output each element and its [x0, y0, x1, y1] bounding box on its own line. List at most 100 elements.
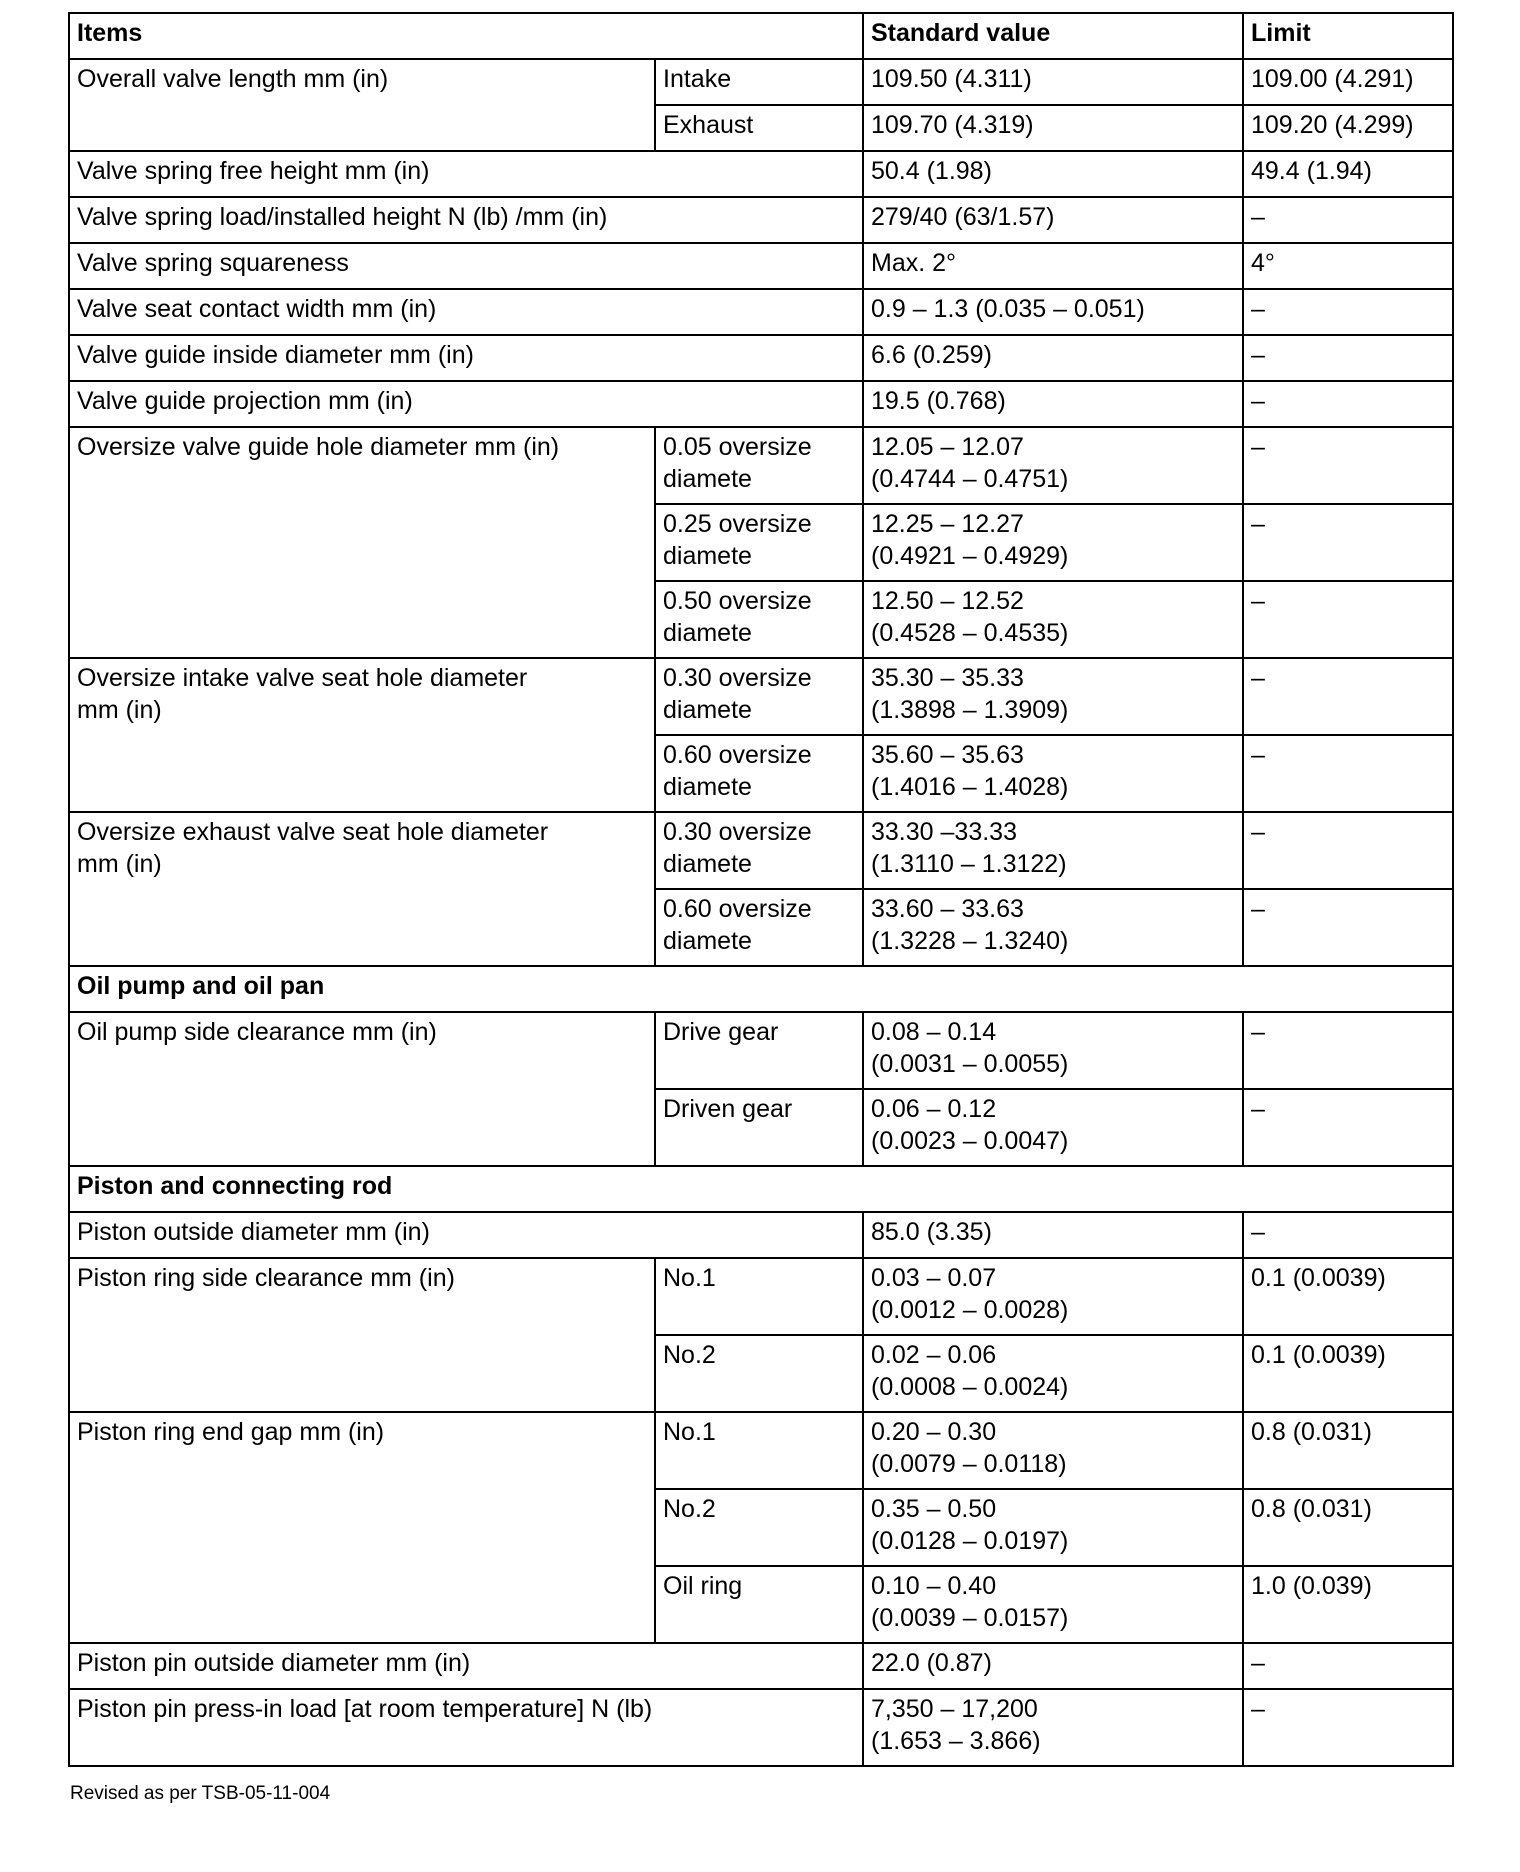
standard-value: 0.08 – 0.14 (0.0031 – 0.0055) [862, 1011, 1244, 1090]
standard-value: 279/40 (63/1.57) [862, 196, 1244, 244]
table-row: Valve seat contact width mm (in) 0.9 – 1.… [68, 288, 1454, 336]
standard-value: 35.30 – 35.33 (1.3898 – 1.3909) [862, 657, 1244, 736]
sub-item: Driven gear [654, 1088, 864, 1167]
limit-value: – [1242, 1211, 1454, 1259]
limit-value: – [1242, 1642, 1454, 1690]
limit-value: 4° [1242, 242, 1454, 290]
standard-value: 0.03 – 0.07 (0.0012 – 0.0028) [862, 1257, 1244, 1336]
header-standard-value: Standard value [862, 12, 1244, 60]
table-row: Oversize exhaust valve seat hole diamete… [68, 811, 1454, 967]
standard-value: 19.5 (0.768) [862, 380, 1244, 428]
standard-value: 12.25 – 12.27 (0.4921 – 0.4929) [862, 503, 1244, 582]
sub-item: No.1 [654, 1411, 864, 1490]
limit-value: – [1242, 888, 1454, 967]
table-row: Exhaust 109.70 (4.319) 109.20 (4.299) [69, 104, 1454, 152]
item-name: Piston ring side clearance mm (in) [68, 1257, 656, 1413]
table-row: No.2 0.35 – 0.50 (0.0128 – 0.0197) 0.8 (0.… [69, 1488, 1454, 1567]
limit-value: 109.20 (4.299) [1242, 104, 1454, 152]
sub-item: No.2 [654, 1488, 864, 1567]
sub-item: 0.50 oversize diamete [654, 580, 864, 659]
standard-value: 0.02 – 0.06 (0.0008 – 0.0024) [862, 1334, 1244, 1413]
standard-value: 0.06 – 0.12 (0.0023 – 0.0047) [862, 1088, 1244, 1167]
item-name: Valve seat contact width mm (in) [68, 288, 864, 336]
limit-value: – [1242, 426, 1454, 505]
table-row: Piston ring side clearance mm (in) No.1 0.… [68, 1257, 1454, 1413]
item-name: Valve guide projection mm (in) [68, 380, 864, 428]
item-name: Valve guide inside diameter mm (in) [68, 334, 864, 382]
table-row: Valve spring load/installed height N (lb… [68, 196, 1454, 244]
table-row: 0.60 oversize diamete 33.60 – 33.63 (1.32… [69, 888, 1454, 967]
table-row: Valve spring free height mm (in) 50.4 (1.… [68, 150, 1454, 198]
limit-value: – [1242, 580, 1454, 659]
table-row: Oil pump side clearance mm (in) Drive gea… [68, 1011, 1454, 1167]
limit-value: 0.1 (0.0039) [1242, 1334, 1454, 1413]
limit-value: – [1242, 1688, 1454, 1767]
item-name: Piston pin press-in load [at room temper… [68, 1688, 864, 1767]
sub-item: No.2 [654, 1334, 864, 1413]
sub-item: Intake [654, 58, 864, 106]
limit-value: 1.0 (0.039) [1242, 1565, 1454, 1644]
table-row: 0.60 oversize diamete 35.60 – 35.63 (1.40… [69, 734, 1454, 813]
limit-value: 0.8 (0.031) [1242, 1411, 1454, 1490]
table-row: Overall valve length mm (in) Intake 109.50… [68, 58, 1454, 152]
limit-value: – [1242, 1088, 1454, 1167]
sub-item: Oil ring [654, 1565, 864, 1644]
standard-value: 109.70 (4.319) [862, 104, 1244, 152]
table-row: No.2 0.02 – 0.06 (0.0008 – 0.0024) 0.1 (0.… [69, 1334, 1454, 1413]
standard-value: 0.9 – 1.3 (0.035 – 0.051) [862, 288, 1244, 336]
standard-value: 6.6 (0.259) [862, 334, 1244, 382]
section-row: Oil pump and oil pan [68, 965, 1454, 1013]
specifications-table: Items Standard value Limit Overall valve… [68, 12, 1454, 1767]
standard-value: 22.0 (0.87) [862, 1642, 1244, 1690]
sub-item: Drive gear [654, 1011, 864, 1090]
standard-value: 35.60 – 35.63 (1.4016 – 1.4028) [862, 734, 1244, 813]
standard-value: 85.0 (3.35) [862, 1211, 1244, 1259]
table-row: Piston pin outside diameter mm (in) 22.0 … [68, 1642, 1454, 1690]
limit-value: – [1242, 288, 1454, 336]
table-row: Driven gear 0.06 – 0.12 (0.0023 – 0.0047)… [69, 1088, 1454, 1167]
standard-value: 0.35 – 0.50 (0.0128 – 0.0197) [862, 1488, 1244, 1567]
header-row: Items Standard value Limit [68, 12, 1454, 60]
limit-value: 0.1 (0.0039) [1242, 1257, 1454, 1336]
table-row: Piston pin press-in load [at room temper… [68, 1688, 1454, 1767]
sub-item: 0.60 oversize diamete [654, 888, 864, 967]
standard-value: 0.10 – 0.40 (0.0039 – 0.0157) [862, 1565, 1244, 1644]
sub-item: Exhaust [654, 104, 864, 152]
sub-item: 0.25 oversize diamete [654, 503, 864, 582]
item-name: Valve spring free height mm (in) [68, 150, 864, 198]
limit-value: – [1242, 334, 1454, 382]
limit-value: – [1242, 811, 1454, 890]
item-name: Oil pump side clearance mm (in) [68, 1011, 656, 1167]
limit-value: 0.8 (0.031) [1242, 1488, 1454, 1567]
header-items: Items [68, 12, 864, 60]
sub-item: 0.05 oversize diamete [654, 426, 864, 505]
standard-value: 50.4 (1.98) [862, 150, 1244, 198]
standard-value: 7,350 – 17,200 (1.653 – 3.866) [862, 1688, 1244, 1767]
sub-item: No.1 [654, 1257, 864, 1336]
standard-value: 109.50 (4.311) [862, 58, 1244, 106]
standard-value: 33.60 – 33.63 (1.3228 – 1.3240) [862, 888, 1244, 967]
limit-value: – [1242, 196, 1454, 244]
limit-value: 109.00 (4.291) [1242, 58, 1454, 106]
item-name: Piston pin outside diameter mm (in) [68, 1642, 864, 1690]
limit-value: – [1242, 503, 1454, 582]
item-name: Piston outside diameter mm (in) [68, 1211, 864, 1259]
sub-item: 0.30 oversize diamete [654, 811, 864, 890]
standard-value: 0.20 – 0.30 (0.0079 – 0.0118) [862, 1411, 1244, 1490]
table-row: Valve guide projection mm (in) 19.5 (0.76… [68, 380, 1454, 428]
table-row: Piston ring end gap mm (in) No.1 0.20 – 0.… [68, 1411, 1454, 1644]
standard-value: Max. 2° [862, 242, 1244, 290]
standard-value: 33.30 –33.33 (1.3110 – 1.3122) [862, 811, 1244, 890]
limit-value: – [1242, 1011, 1454, 1090]
item-name: Overall valve length mm (in) [68, 58, 656, 152]
table-row: Oversize valve guide hole diameter mm (i… [68, 426, 1454, 659]
table-row: Oversize intake valve seat hole diameter… [68, 657, 1454, 813]
standard-value: 12.50 – 12.52 (0.4528 – 0.4535) [862, 580, 1244, 659]
section-heading: Oil pump and oil pan [68, 965, 1454, 1013]
revision-note: Revised as per TSB-05-11-004 [70, 1783, 331, 1804]
sub-item: 0.30 oversize diamete [654, 657, 864, 736]
sub-item: 0.60 oversize diamete [654, 734, 864, 813]
item-name: Oversize valve guide hole diameter mm (i… [68, 426, 656, 659]
standard-value: 12.05 – 12.07 (0.4744 – 0.4751) [862, 426, 1244, 505]
item-name: Valve spring squareness [68, 242, 864, 290]
